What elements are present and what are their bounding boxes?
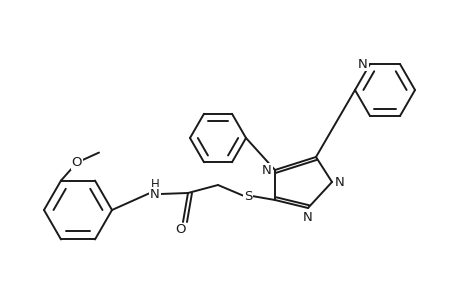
Text: O: O	[175, 224, 186, 236]
Text: H: H	[150, 178, 159, 191]
Text: N: N	[262, 164, 271, 176]
Text: N: N	[150, 188, 160, 200]
Text: O: O	[72, 156, 82, 169]
Text: S: S	[243, 190, 252, 203]
Text: N: N	[334, 176, 344, 188]
Text: N: N	[302, 211, 312, 224]
Text: N: N	[358, 58, 367, 70]
